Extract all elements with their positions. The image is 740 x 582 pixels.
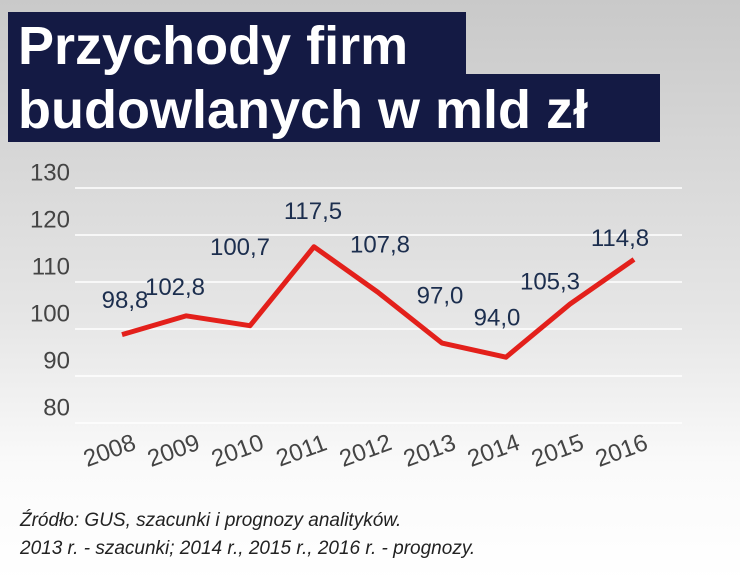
value-label: 102,8 <box>145 274 205 301</box>
y-tick-label: 80 <box>43 394 70 421</box>
value-label: 97,0 <box>417 282 464 309</box>
note: 2013 r. - szacunki; 2014 r., 2015 r., 20… <box>19 538 475 559</box>
y-tick-label: 100 <box>30 300 70 327</box>
title: Przychody firm <box>18 16 408 76</box>
title-box <box>8 12 466 75</box>
y-tick-label: 110 <box>32 253 70 280</box>
note: Źródło: GUS, szacunki i prognozy anality… <box>19 510 401 531</box>
y-tick-label: 120 <box>30 206 70 233</box>
y-tick-label: 130 <box>30 159 70 186</box>
value-label: 100,7 <box>210 234 270 261</box>
y-tick-label: 90 <box>43 347 70 374</box>
title-box <box>8 74 660 142</box>
data-line <box>121 244 636 360</box>
value-label: 105,3 <box>520 268 580 295</box>
value-label: 114,8 <box>591 225 649 252</box>
value-label: 107,8 <box>350 232 410 259</box>
value-label: 98,8 <box>102 287 149 314</box>
title: budowlanych w mld zł <box>18 80 588 140</box>
value-label: 117,5 <box>284 198 342 225</box>
value-label: 94,0 <box>474 305 521 332</box>
